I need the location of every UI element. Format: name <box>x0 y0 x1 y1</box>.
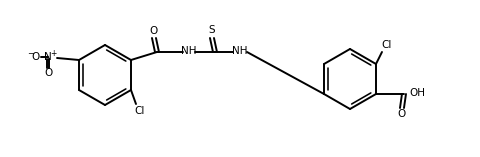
Text: Cl: Cl <box>382 40 392 50</box>
Text: N: N <box>44 52 52 62</box>
Text: −: − <box>27 49 35 59</box>
Text: +: + <box>50 49 56 59</box>
Text: S: S <box>209 25 216 35</box>
Text: NH: NH <box>232 46 248 56</box>
Text: O: O <box>150 26 158 36</box>
Text: O: O <box>31 52 39 62</box>
Text: O: O <box>398 109 406 119</box>
Text: OH: OH <box>409 88 425 98</box>
Text: O: O <box>44 68 52 78</box>
Text: Cl: Cl <box>135 106 145 116</box>
Text: NH: NH <box>181 46 197 56</box>
